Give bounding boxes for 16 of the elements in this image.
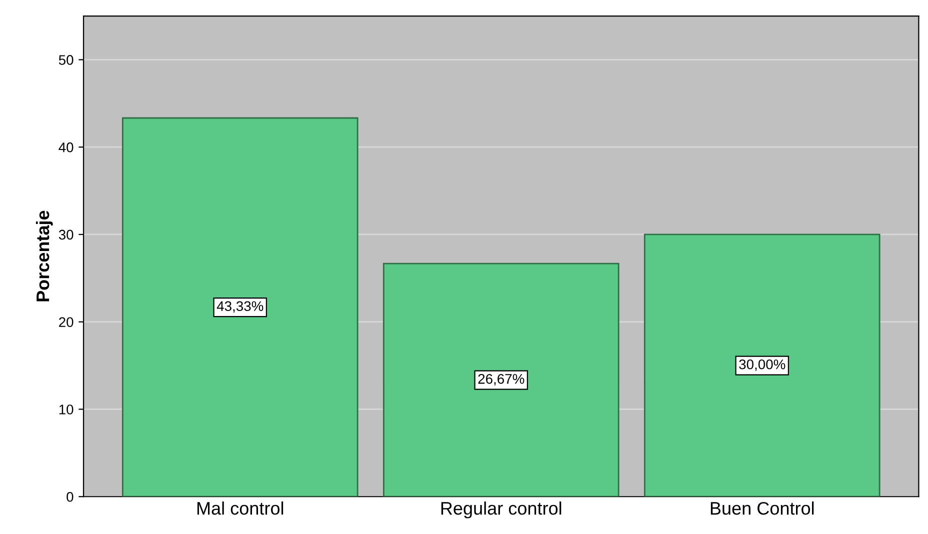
x-tick-label: Mal control	[197, 501, 284, 515]
data-label: 43,33%	[216, 301, 264, 313]
x-tick-label: Regular control	[441, 501, 562, 518]
data-label: 30,00%	[739, 359, 786, 371]
y-tick-label: 10	[59, 404, 74, 414]
y-tick-label: 30	[58, 230, 74, 240]
y-axis-title: Porcentaje	[36, 210, 53, 302]
y-tick-label: 20	[59, 317, 74, 328]
y-tick-label: 40	[58, 142, 74, 152]
data-label: 26,67%	[478, 374, 524, 386]
bar	[382, 262, 620, 497]
y-tick-label: 0	[66, 492, 74, 502]
bar	[644, 234, 880, 497]
bar	[122, 117, 358, 497]
y-tick-label: 50	[58, 55, 74, 65]
x-tick-label: Buen Control	[710, 501, 814, 515]
